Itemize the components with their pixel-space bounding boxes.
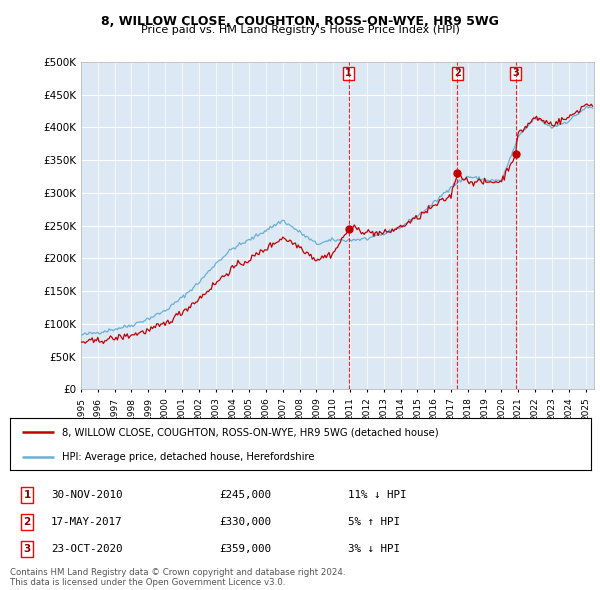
Text: 3: 3	[23, 544, 31, 554]
Text: 2: 2	[23, 517, 31, 527]
Text: 2: 2	[454, 68, 461, 78]
Text: 1: 1	[23, 490, 31, 500]
Text: £330,000: £330,000	[219, 517, 271, 527]
Text: 8, WILLOW CLOSE, COUGHTON, ROSS-ON-WYE, HR9 5WG: 8, WILLOW CLOSE, COUGHTON, ROSS-ON-WYE, …	[101, 15, 499, 28]
Text: Price paid vs. HM Land Registry's House Price Index (HPI): Price paid vs. HM Land Registry's House …	[140, 25, 460, 35]
Text: 5% ↑ HPI: 5% ↑ HPI	[348, 517, 400, 527]
Text: £245,000: £245,000	[219, 490, 271, 500]
Text: 30-NOV-2010: 30-NOV-2010	[51, 490, 122, 500]
Text: 3% ↓ HPI: 3% ↓ HPI	[348, 544, 400, 554]
Text: 11% ↓ HPI: 11% ↓ HPI	[348, 490, 407, 500]
Text: 17-MAY-2017: 17-MAY-2017	[51, 517, 122, 527]
Text: 23-OCT-2020: 23-OCT-2020	[51, 544, 122, 554]
Text: 3: 3	[512, 68, 519, 78]
Text: Contains HM Land Registry data © Crown copyright and database right 2024.
This d: Contains HM Land Registry data © Crown c…	[10, 568, 346, 587]
Text: 8, WILLOW CLOSE, COUGHTON, ROSS-ON-WYE, HR9 5WG (detached house): 8, WILLOW CLOSE, COUGHTON, ROSS-ON-WYE, …	[62, 427, 439, 437]
Text: 1: 1	[346, 68, 352, 78]
Text: £359,000: £359,000	[219, 544, 271, 554]
Text: HPI: Average price, detached house, Herefordshire: HPI: Average price, detached house, Here…	[62, 452, 315, 462]
